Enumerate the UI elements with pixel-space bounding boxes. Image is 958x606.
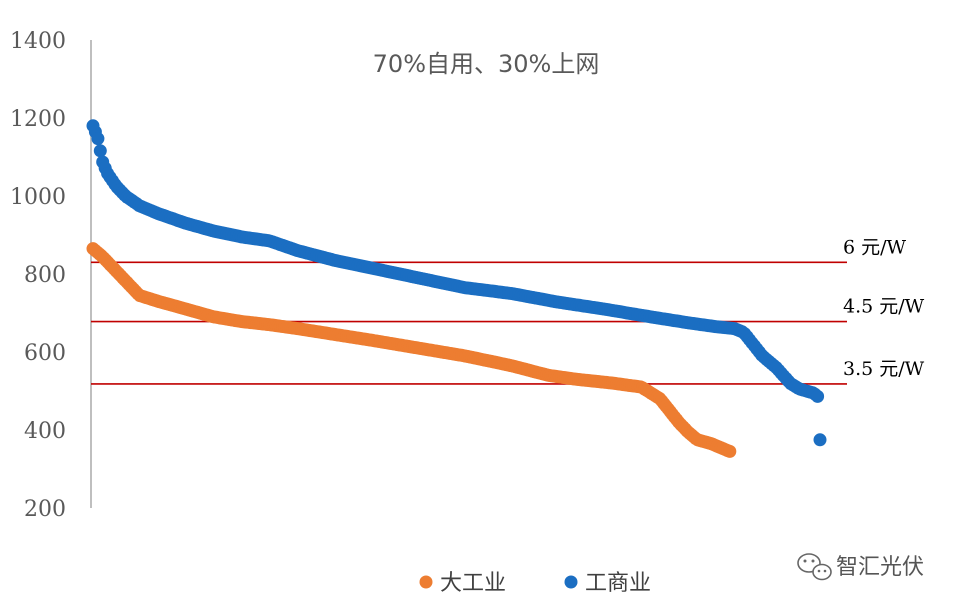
data-points: [86, 119, 827, 458]
legend-marker: [564, 575, 578, 589]
reference-line-label: 3.5 元/W: [843, 358, 925, 380]
watermark: 智汇光伏: [797, 553, 924, 581]
y-tick-label: 800: [24, 263, 66, 288]
legend-marker: [419, 575, 433, 589]
reference-line-label: 6 元/W: [843, 236, 907, 258]
legend-label: 大工业: [440, 571, 506, 596]
watermark-text: 智汇光伏: [836, 555, 924, 580]
series-2: [86, 119, 827, 447]
y-tick-label: 200: [24, 497, 66, 522]
y-tick-label: 1400: [10, 29, 66, 54]
data-point: [811, 389, 825, 403]
legend: 大工业 工商业: [419, 571, 651, 596]
series-1: [86, 242, 737, 458]
y-tick-label: 1200: [10, 107, 66, 132]
data-point: [91, 132, 105, 146]
y-tick-label: 600: [24, 341, 66, 366]
y-axis: 200 400 600 800 1000 1200 1400: [10, 29, 92, 522]
legend-label: 工商业: [585, 571, 651, 596]
y-tick-label: 400: [24, 419, 66, 444]
y-tick-label: 1000: [10, 185, 66, 210]
data-point: [723, 444, 737, 458]
reference-line-label: 4.5 元/W: [843, 296, 925, 318]
reference-line-labels: 6 元/W 4.5 元/W 3.5 元/W: [843, 236, 925, 380]
wechat-icon: [797, 553, 832, 581]
data-point: [93, 144, 107, 158]
data-point: [813, 433, 827, 447]
chart-title: 70%自用、30%上网: [373, 50, 600, 78]
